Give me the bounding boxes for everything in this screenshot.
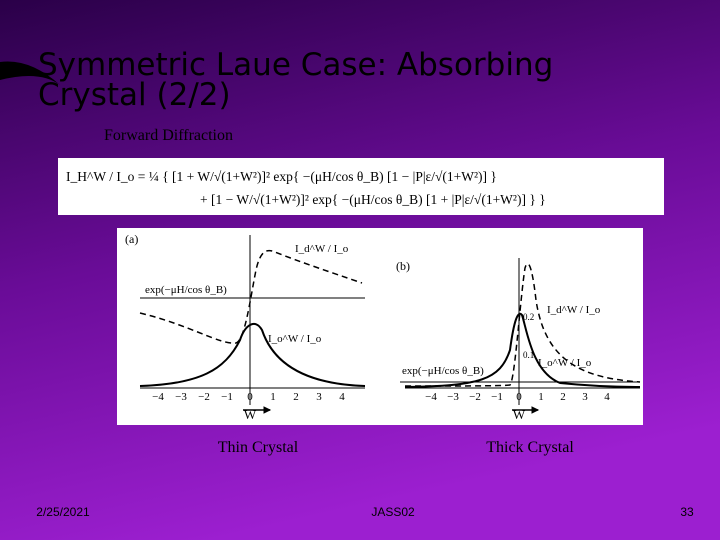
curve-label: exp(−μH/cos θ_B) [145, 284, 227, 296]
y-tick-label: 0.2 [523, 312, 534, 322]
plot-b [400, 258, 641, 414]
forward-curve [139, 249, 363, 344]
equation: + [1 − W/√(1+W²)]² exp{ −(μH/cos θ_B) [1… [200, 192, 546, 207]
x-tick-label: −4 [152, 391, 164, 403]
curve-label: I_o^W / I_o [268, 333, 322, 345]
diffracted-curve [139, 322, 366, 387]
curve-label: I_d^W / I_o [547, 304, 601, 316]
curve-label: exp(−μH/cos θ_B) [402, 365, 484, 377]
arrow-head [531, 406, 540, 414]
x-tick-label: 3 [582, 391, 588, 403]
forward-curve [404, 263, 641, 387]
subtitle: Forward Diffraction [104, 127, 233, 144]
page-number: 33 [680, 505, 694, 519]
equation: I_H^W / I_o = ¼ { [1 + W/√(1+W²)]² exp{ … [66, 169, 497, 184]
panel-label: (a) [125, 232, 138, 246]
plot-a [139, 235, 366, 414]
curve-label: I_d^W / I_o [295, 243, 349, 255]
title-line: Crystal (2/2) [38, 77, 231, 113]
x-tick-label: 1 [270, 391, 276, 403]
x-tick-label: 4 [339, 391, 345, 403]
caption: Thin Crystal [218, 439, 299, 456]
x-tick-label: 1 [538, 391, 544, 403]
title-line: Symmetric Laue Case: Absorbing [38, 47, 553, 83]
x-tick-label: −3 [447, 391, 459, 403]
x-tick-label: −2 [198, 391, 210, 403]
footer-date: 2/25/2021 [36, 505, 90, 519]
equation-box [58, 158, 664, 215]
x-tick-label: 3 [316, 391, 322, 403]
diffracted-curve [404, 312, 641, 388]
x-tick-label: −1 [491, 391, 503, 403]
slide-title: Symmetric Laue Case: Absorbing Crystal (2… [38, 47, 553, 113]
panel-label: (b) [396, 259, 410, 273]
x-tick-label: −4 [425, 391, 437, 403]
caption: Thick Crystal [486, 439, 574, 456]
x-tick-label: −3 [175, 391, 187, 403]
x-tick-label: 2 [560, 391, 566, 403]
swoosh [0, 61, 60, 85]
footer-center: JASS02 [371, 505, 415, 519]
x-tick-label: 0 [247, 391, 253, 403]
x-label: W [513, 407, 526, 422]
curve-label: I_o^W / I_o [538, 357, 592, 369]
arrow-head [263, 406, 272, 414]
x-tick-label: 4 [604, 391, 610, 403]
x-tick-label: −2 [469, 391, 481, 403]
x-tick-label: −1 [221, 391, 233, 403]
figure [117, 228, 643, 425]
x-tick-label: 0 [516, 391, 522, 403]
x-label: W [244, 407, 257, 422]
y-tick-label: 0.1 [523, 350, 534, 360]
x-tick-label: 2 [293, 391, 299, 403]
